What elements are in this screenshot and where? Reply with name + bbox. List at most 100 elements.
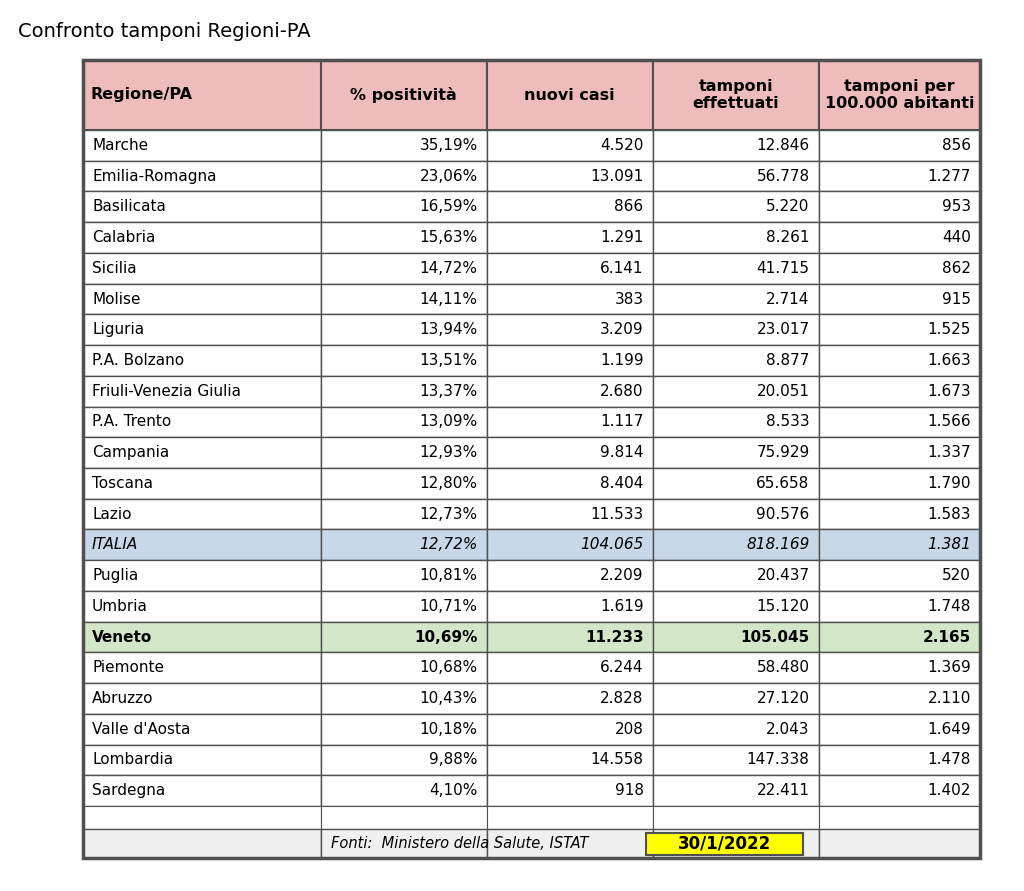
Bar (321, 60, 486, 130)
Text: % positività: % positività (350, 87, 457, 103)
Bar (486, 192, 652, 222)
Bar (321, 315, 486, 345)
Bar (652, 345, 818, 376)
Bar (486, 529, 652, 560)
Bar (652, 652, 818, 683)
Bar (652, 376, 818, 406)
Bar (818, 192, 980, 222)
Bar (818, 160, 980, 192)
Text: 8.877: 8.877 (766, 353, 810, 368)
Text: 23.017: 23.017 (757, 323, 810, 337)
Bar (818, 60, 980, 130)
Text: 1.673: 1.673 (928, 384, 971, 398)
Text: Valle d'Aosta: Valle d'Aosta (92, 722, 190, 737)
Text: 10,71%: 10,71% (420, 599, 477, 614)
Bar (83, 130, 321, 160)
Text: 1.478: 1.478 (928, 752, 971, 767)
Bar (321, 652, 486, 683)
Bar (83, 406, 321, 437)
Text: 1.277: 1.277 (928, 168, 971, 184)
Text: Friuli-Venezia Giulia: Friuli-Venezia Giulia (92, 384, 241, 398)
Text: 1.583: 1.583 (928, 507, 971, 521)
Text: Lazio: Lazio (92, 507, 131, 521)
Text: 856: 856 (942, 138, 971, 153)
Bar (818, 683, 980, 714)
Text: 1.790: 1.790 (928, 476, 971, 491)
Bar (486, 806, 652, 830)
Text: 918: 918 (614, 783, 644, 798)
Bar (652, 775, 818, 806)
Bar (818, 253, 980, 283)
Bar (83, 468, 321, 499)
Bar (486, 130, 652, 160)
Bar (652, 253, 818, 283)
Text: tamponi per
100.000 abitanti: tamponi per 100.000 abitanti (824, 78, 974, 111)
Text: 1.381: 1.381 (927, 537, 971, 552)
Text: 12,73%: 12,73% (420, 507, 477, 521)
Bar (321, 499, 486, 529)
Text: Calabria: Calabria (92, 230, 156, 245)
Bar (83, 437, 321, 468)
Bar (83, 315, 321, 345)
Text: Toscana: Toscana (92, 476, 153, 491)
Bar (652, 683, 818, 714)
Bar (652, 192, 818, 222)
Bar (652, 745, 818, 775)
Text: 6.244: 6.244 (600, 660, 644, 675)
Text: 2.680: 2.680 (600, 384, 644, 398)
Bar (818, 745, 980, 775)
Bar (652, 806, 818, 830)
Bar (486, 683, 652, 714)
Text: 8.533: 8.533 (766, 414, 810, 429)
Text: Sardegna: Sardegna (92, 783, 165, 798)
Bar (818, 130, 980, 160)
Bar (321, 560, 486, 591)
Bar (486, 775, 652, 806)
Bar (83, 499, 321, 529)
Bar (486, 714, 652, 745)
Bar (486, 499, 652, 529)
Text: 4,10%: 4,10% (429, 783, 477, 798)
Text: Fonti:  Ministero della Salute, ISTAT: Fonti: Ministero della Salute, ISTAT (331, 836, 589, 851)
Bar (818, 345, 980, 376)
Text: 30/1/2022: 30/1/2022 (678, 835, 771, 853)
Text: 1.291: 1.291 (600, 230, 644, 245)
Bar (83, 806, 321, 830)
Bar (818, 376, 980, 406)
Bar (486, 376, 652, 406)
Bar (486, 406, 652, 437)
Bar (486, 283, 652, 315)
Text: 16,59%: 16,59% (420, 200, 477, 215)
Bar (83, 222, 321, 253)
Bar (486, 160, 652, 192)
Bar (818, 499, 980, 529)
Text: 2.043: 2.043 (766, 722, 810, 737)
Bar (486, 253, 652, 283)
Text: 14,11%: 14,11% (420, 291, 477, 307)
Text: Liguria: Liguria (92, 323, 144, 337)
Text: 12,93%: 12,93% (420, 446, 477, 460)
Text: 58.480: 58.480 (757, 660, 810, 675)
Bar (818, 468, 980, 499)
Text: 10,81%: 10,81% (420, 568, 477, 583)
Text: 208: 208 (614, 722, 644, 737)
Text: Marche: Marche (92, 138, 148, 153)
Text: 866: 866 (614, 200, 644, 215)
Text: 2.165: 2.165 (923, 630, 971, 644)
Text: Umbria: Umbria (92, 599, 147, 614)
Text: 104.065: 104.065 (581, 537, 644, 552)
Bar (321, 130, 486, 160)
Bar (486, 345, 652, 376)
Bar (652, 283, 818, 315)
Text: 1.619: 1.619 (600, 599, 644, 614)
Text: 862: 862 (942, 261, 971, 276)
Bar (321, 253, 486, 283)
Bar (83, 60, 321, 130)
Text: 1.566: 1.566 (928, 414, 971, 429)
Bar (652, 560, 818, 591)
Bar (321, 192, 486, 222)
Text: 8.261: 8.261 (766, 230, 810, 245)
Text: Campania: Campania (92, 446, 169, 460)
Bar (83, 652, 321, 683)
Bar (486, 468, 652, 499)
